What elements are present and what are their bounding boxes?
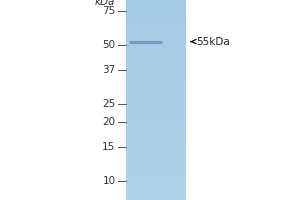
Text: 25: 25 xyxy=(102,99,116,109)
Text: 50: 50 xyxy=(102,40,116,50)
Text: kDa: kDa xyxy=(95,0,116,7)
Text: 55kDa: 55kDa xyxy=(196,37,230,47)
Text: 20: 20 xyxy=(102,117,116,127)
Text: 10: 10 xyxy=(102,176,116,186)
Text: 15: 15 xyxy=(102,142,116,152)
Text: 37: 37 xyxy=(102,65,116,75)
Text: 75: 75 xyxy=(102,6,116,16)
